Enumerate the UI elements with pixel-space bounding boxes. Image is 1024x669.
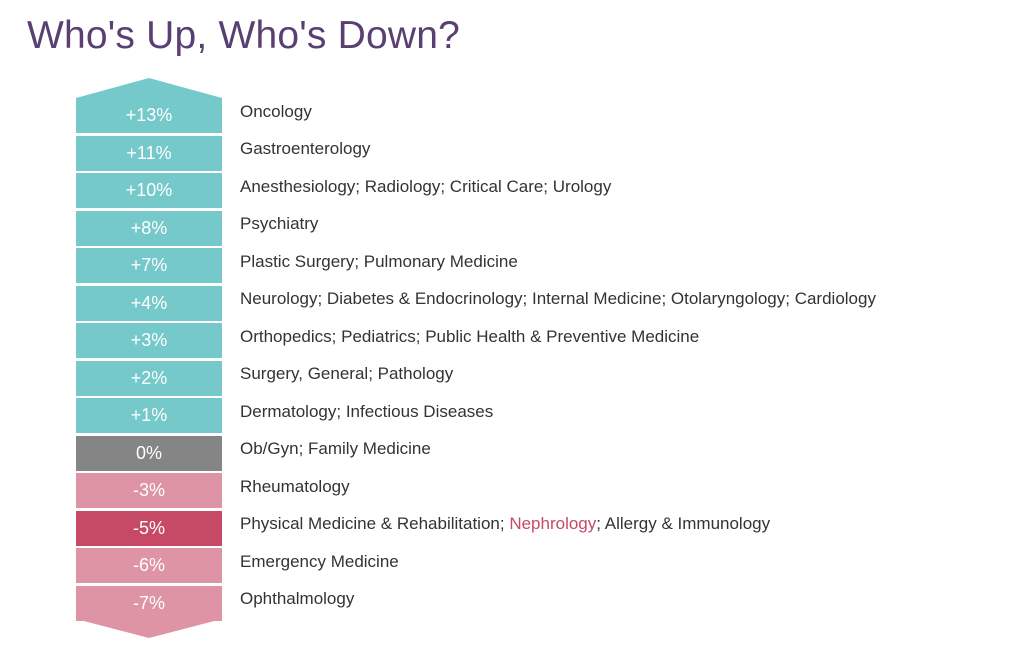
change-cell: +10% — [76, 173, 222, 208]
specialty-text: Neurology; Diabetes & Endocrinology; Int… — [240, 289, 876, 308]
change-cell: -6% — [76, 548, 222, 583]
specialty-label: Ophthalmology — [240, 582, 354, 617]
change-cell: +13% — [76, 98, 222, 133]
change-cell: +7% — [76, 248, 222, 283]
specialty-text: Orthopedics; Pediatrics; Public Health &… — [240, 326, 700, 346]
change-cell: -3% — [76, 473, 222, 508]
specialty-label: Orthopedics; Pediatrics; Public Health &… — [240, 319, 699, 354]
specialty-text: Oncology — [240, 101, 312, 121]
change-cell: +4% — [76, 285, 222, 321]
specialty-label: Gastroenterology — [240, 132, 370, 167]
specialty-label: Psychiatry — [240, 207, 318, 242]
change-cell: +3% — [76, 323, 222, 358]
specialty-text: Physical Medicine & Rehabilitation; — [240, 514, 510, 533]
change-cell: 0% — [76, 435, 222, 471]
up-arrow-cap — [76, 78, 222, 98]
specialty-label: Ob/Gyn; Family Medicine — [240, 432, 431, 467]
down-arrow-cap — [76, 619, 222, 638]
specialty-label: Emergency Medicine — [240, 544, 399, 579]
specialty-text: Psychiatry — [240, 214, 319, 233]
change-cell: +11% — [76, 135, 222, 171]
specialty-text: ; Allergy & Immunology — [596, 514, 771, 533]
specialty-label: Physical Medicine & Rehabilitation; Neph… — [240, 507, 770, 542]
specialty-text: Dermatology; Infectious Diseases — [240, 401, 494, 421]
specialty-label: Surgery, General; Pathology — [240, 357, 453, 392]
specialty-text: Anesthesiology; Radiology; Critical Care… — [240, 176, 612, 196]
change-cell: +2% — [76, 360, 222, 396]
specialty-text: Emergency Medicine — [240, 551, 399, 571]
specialty-text: Gastroenterology — [240, 139, 371, 158]
specialty-label: Dermatology; Infectious Diseases — [240, 394, 493, 429]
specialty-text: Surgery, General; Pathology — [240, 364, 454, 383]
change-cell: -5% — [76, 510, 222, 546]
change-cell: +8% — [76, 210, 222, 246]
specialty-text: Ob/Gyn; Family Medicine — [240, 439, 431, 458]
change-cell: +1% — [76, 398, 222, 433]
specialty-label: Plastic Surgery; Pulmonary Medicine — [240, 244, 518, 279]
specialty-text: Rheumatology — [240, 476, 350, 496]
specialty-text: Plastic Surgery; Pulmonary Medicine — [240, 251, 518, 271]
specialty-label: Rheumatology — [240, 469, 350, 504]
specialty-text: Ophthalmology — [240, 589, 355, 608]
specialty-label: Anesthesiology; Radiology; Critical Care… — [240, 169, 611, 204]
specialty-label: Oncology — [240, 94, 312, 129]
specialty-label: Neurology; Diabetes & Endocrinology; Int… — [240, 282, 876, 317]
highlighted-specialty: Nephrology — [509, 514, 597, 533]
chart-title: Who's Up, Who's Down? — [27, 14, 461, 57]
change-cell: -7% — [76, 585, 222, 621]
